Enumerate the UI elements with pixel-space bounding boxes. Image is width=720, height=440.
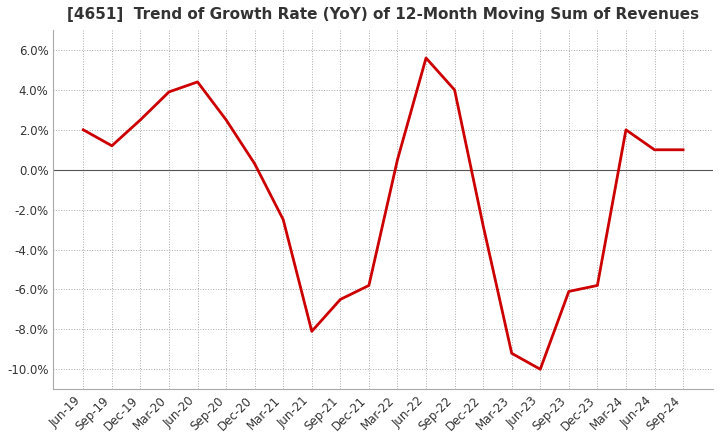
Title: [4651]  Trend of Growth Rate (YoY) of 12-Month Moving Sum of Revenues: [4651] Trend of Growth Rate (YoY) of 12-…: [67, 7, 699, 22]
